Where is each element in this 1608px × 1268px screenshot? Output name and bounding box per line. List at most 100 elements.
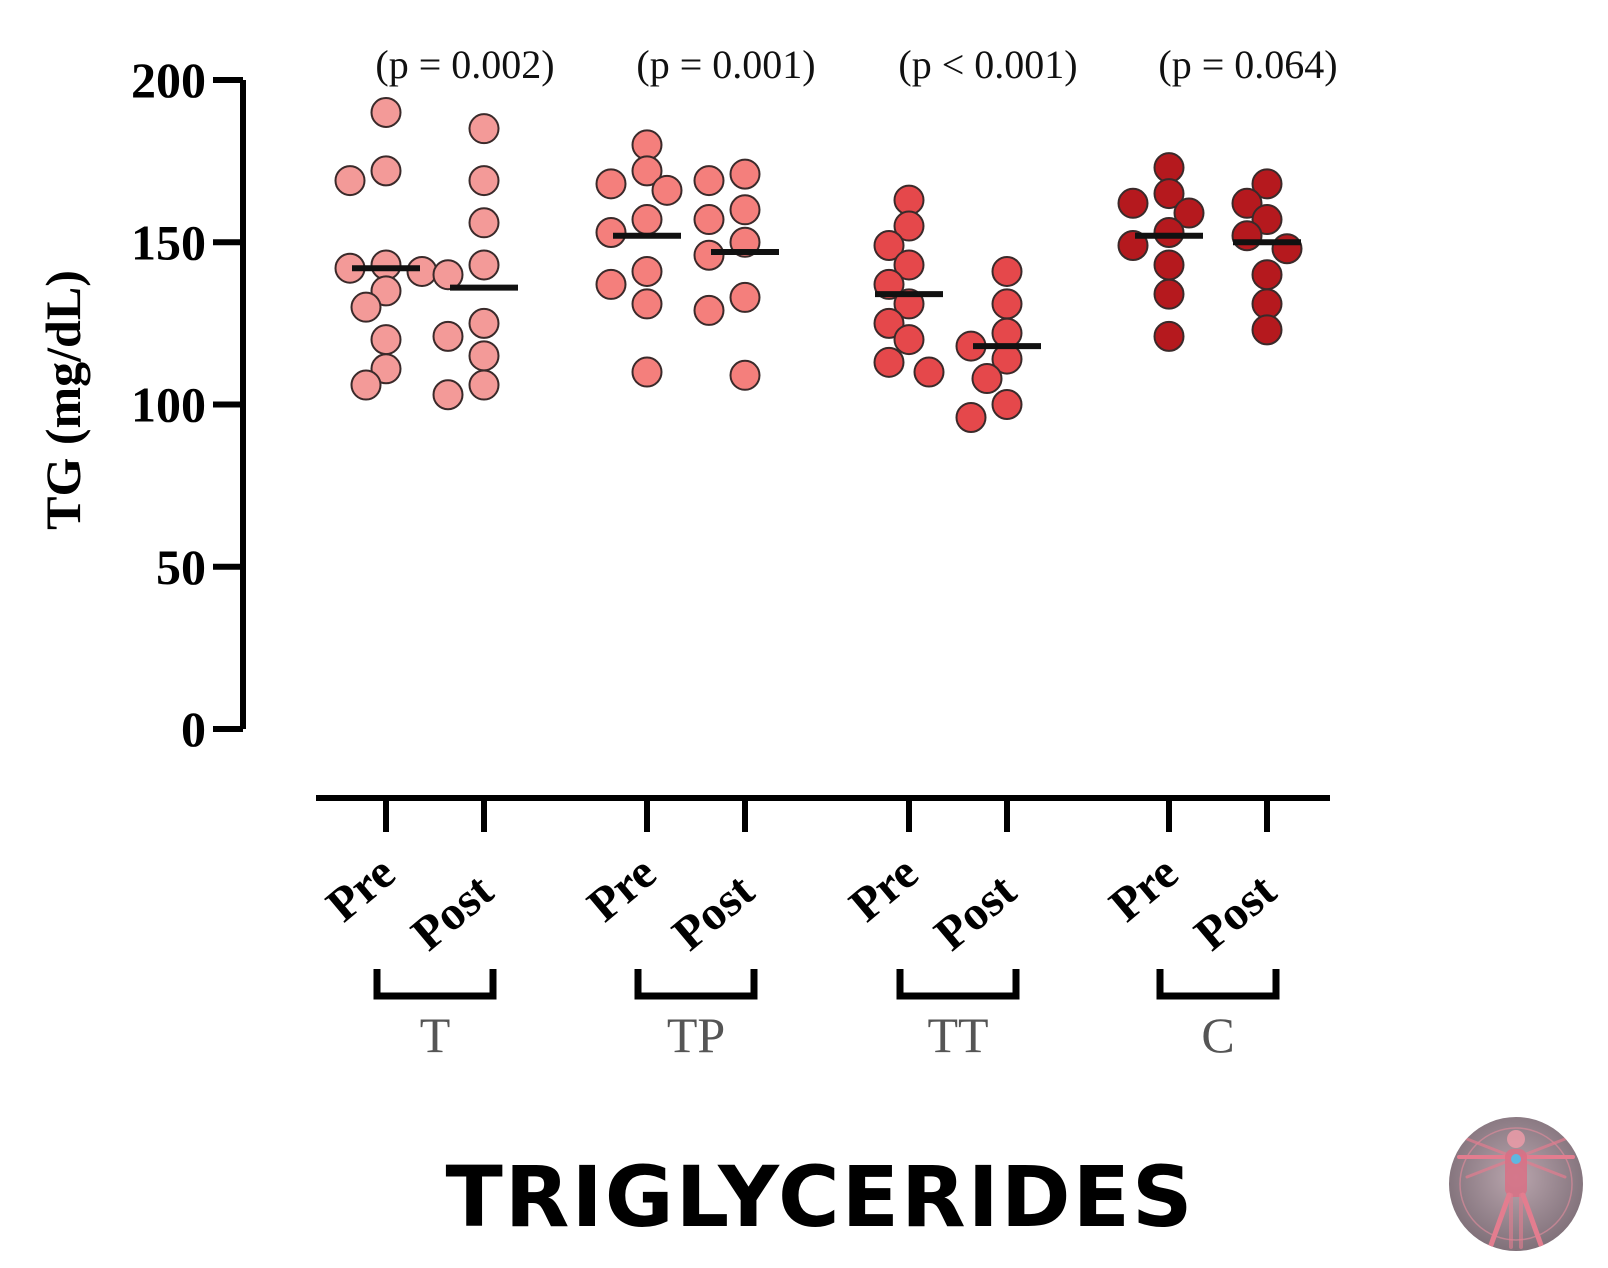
p-value-label: (p = 0.064) <box>1158 42 1337 87</box>
data-point <box>631 356 663 388</box>
data-point <box>1153 152 1185 184</box>
y-axis-title: TG (mg/dL) <box>35 270 91 530</box>
condition-label: Post <box>1185 864 1286 961</box>
p-value-label: (p = 0.002) <box>375 42 554 87</box>
mean-lines <box>352 232 1301 350</box>
data-point <box>468 113 500 145</box>
group-label: T <box>420 1007 451 1063</box>
data-point <box>873 307 905 339</box>
data-point <box>873 229 905 261</box>
data-point <box>693 239 725 271</box>
group-bracket <box>373 969 497 1000</box>
data-point <box>693 204 725 236</box>
data-point <box>991 389 1023 420</box>
data-point <box>693 294 725 326</box>
y-tick-label: 150 <box>131 214 206 270</box>
vitruvian-man-icon <box>1457 1127 1575 1249</box>
data-point <box>595 268 627 300</box>
data-point <box>1153 178 1185 210</box>
data-point <box>1251 204 1283 236</box>
group-label: TP <box>667 1007 725 1063</box>
data-point <box>631 288 663 320</box>
data-point <box>468 249 500 281</box>
data-point <box>893 249 925 281</box>
data-point <box>334 165 366 197</box>
data-point <box>595 168 627 200</box>
data-point <box>1153 249 1185 281</box>
condition-label: Post <box>663 864 764 961</box>
data-point <box>1153 320 1185 352</box>
y-axis: 0 50 100 150 200 <box>131 52 246 757</box>
data-point <box>991 288 1023 320</box>
data-point <box>406 255 438 287</box>
condition-label: Pre <box>578 846 667 932</box>
vitruvian-man-logo <box>1449 1117 1583 1251</box>
data-point <box>468 307 500 339</box>
data-point <box>1231 187 1263 219</box>
data-point <box>631 255 663 287</box>
y-tick-label: 200 <box>131 52 206 108</box>
data-point <box>651 174 683 206</box>
data-point <box>955 401 987 433</box>
data-point <box>595 217 627 249</box>
group-bracket <box>1156 969 1280 1000</box>
data-point <box>893 210 925 242</box>
group-label: TT <box>927 1007 988 1063</box>
data-point <box>370 96 402 128</box>
data-point <box>729 359 761 391</box>
data-point <box>468 207 500 239</box>
data-point <box>468 369 500 401</box>
condition-label: Pre <box>840 846 929 932</box>
chart-title: TRIGLYCERIDES <box>445 1148 1194 1246</box>
data-point <box>729 194 761 226</box>
data-point <box>971 363 1003 395</box>
y-tick-label: 0 <box>181 701 206 757</box>
data-point <box>1153 217 1185 249</box>
p-value-labels: (p = 0.002) (p = 0.001) (p < 0.001) (p = 0.… <box>375 42 1337 87</box>
condition-label: Post <box>402 864 503 961</box>
data-point <box>1251 168 1283 200</box>
condition-label: Pre <box>1100 846 1189 932</box>
data-point <box>1251 259 1283 291</box>
data-point <box>893 184 925 216</box>
data-point <box>432 320 464 352</box>
data-point <box>631 204 663 236</box>
condition-label: Post <box>925 864 1026 961</box>
data-point <box>432 259 464 291</box>
data-point <box>631 129 663 161</box>
data-point <box>1251 314 1283 346</box>
data-point <box>468 340 500 372</box>
data-point <box>1117 187 1149 219</box>
data-point <box>729 158 761 190</box>
data-points <box>334 96 1303 433</box>
data-point <box>1153 278 1185 310</box>
data-point <box>991 255 1023 287</box>
y-tick-label: 100 <box>131 377 206 433</box>
p-value-label: (p < 0.001) <box>898 42 1077 87</box>
group-label: C <box>1201 1007 1234 1063</box>
group-bracket <box>896 969 1020 1000</box>
data-point <box>1173 197 1205 229</box>
data-point <box>370 249 402 281</box>
p-value-label: (p = 0.001) <box>636 42 815 87</box>
data-point <box>370 353 402 385</box>
data-point <box>913 356 945 388</box>
data-point <box>370 324 402 356</box>
data-point <box>729 281 761 313</box>
data-point <box>350 369 382 401</box>
data-point <box>1251 288 1283 320</box>
data-point <box>1231 220 1263 252</box>
data-point <box>1271 233 1303 265</box>
data-point <box>370 275 402 307</box>
data-point <box>893 324 925 356</box>
group-bracket <box>634 969 758 1000</box>
data-point <box>432 379 464 411</box>
data-point <box>873 346 905 378</box>
data-point <box>350 291 382 323</box>
y-tick-label: 50 <box>156 539 206 595</box>
group-brackets: T TP TT C <box>373 969 1280 1063</box>
condition-label: Pre <box>317 846 406 932</box>
data-point <box>631 155 663 187</box>
